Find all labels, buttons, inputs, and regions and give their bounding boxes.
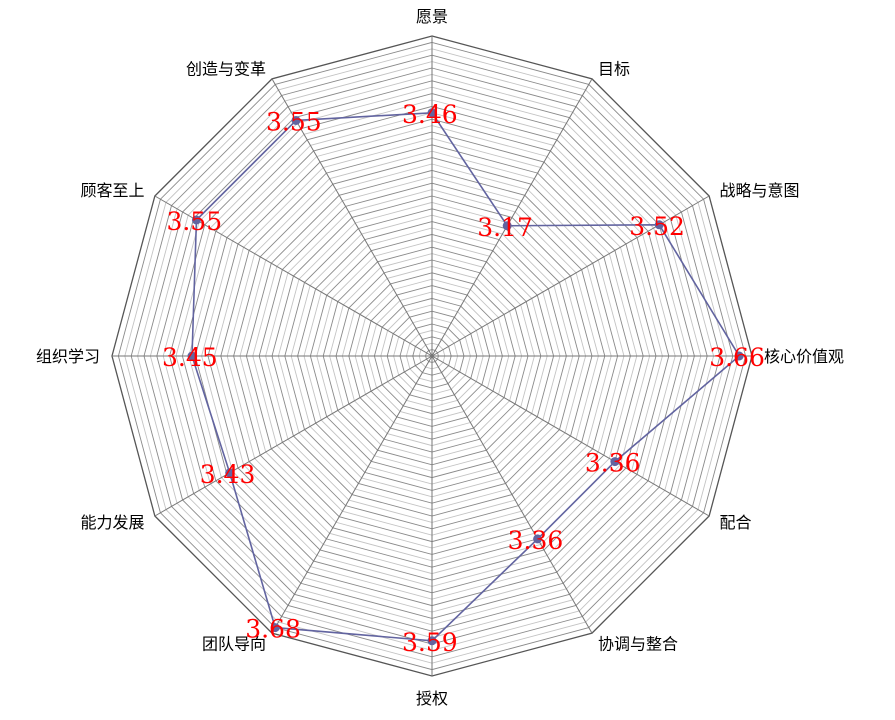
category-label: 目标 (598, 59, 630, 78)
spoke-line (154, 195, 433, 357)
data-point (427, 636, 437, 646)
category-label: 配合 (720, 513, 752, 532)
radar-series (187, 108, 744, 646)
data-point (187, 351, 197, 361)
category-label: 战略与意图 (720, 181, 800, 200)
spoke-line (271, 78, 433, 357)
spoke-line (431, 355, 593, 634)
category-label: 组织学习 (36, 347, 100, 366)
spoke-line (431, 78, 593, 357)
data-label: 3.68 (245, 615, 301, 644)
data-point (610, 457, 620, 467)
data-point (191, 215, 201, 225)
data-label: 3.55 (166, 207, 222, 236)
data-label: 3.46 (402, 100, 458, 129)
spoke-line (271, 355, 433, 634)
data-point (654, 220, 664, 230)
spoke-line (154, 355, 433, 517)
data-label: 3.17 (477, 213, 533, 242)
data-label: 3.66 (709, 343, 765, 372)
spoke-line (431, 355, 710, 517)
category-label: 愿景 (416, 7, 448, 26)
data-label: 3.55 (266, 107, 322, 136)
data-label: 3.36 (585, 449, 641, 478)
data-point (291, 115, 301, 125)
category-label: 授权 (416, 689, 448, 708)
data-point (502, 221, 512, 231)
data-point (533, 534, 543, 544)
category-label: 协调与整合 (598, 635, 678, 654)
data-label: 3.45 (162, 343, 218, 372)
radar-spokes (112, 36, 752, 676)
data-point (225, 468, 235, 478)
category-label: 核心价值观 (764, 347, 844, 366)
data-point (270, 623, 280, 633)
data-point (734, 351, 744, 361)
category-label: 团队导向 (202, 635, 266, 654)
data-label: 3.52 (629, 212, 685, 241)
data-label: 3.43 (200, 460, 256, 489)
data-point (427, 108, 437, 118)
data-labels: 3.46 3.17 3.52 3.66 3.36 3.36 3.59 3.68 3.43 3.45… (162, 100, 765, 657)
category-label: 顾客至上 (80, 181, 144, 200)
data-label: 3.59 (402, 628, 458, 657)
category-label: 创造与变革 (186, 59, 266, 78)
category-label: 能力发展 (80, 513, 144, 532)
data-label: 3.36 (508, 526, 564, 555)
